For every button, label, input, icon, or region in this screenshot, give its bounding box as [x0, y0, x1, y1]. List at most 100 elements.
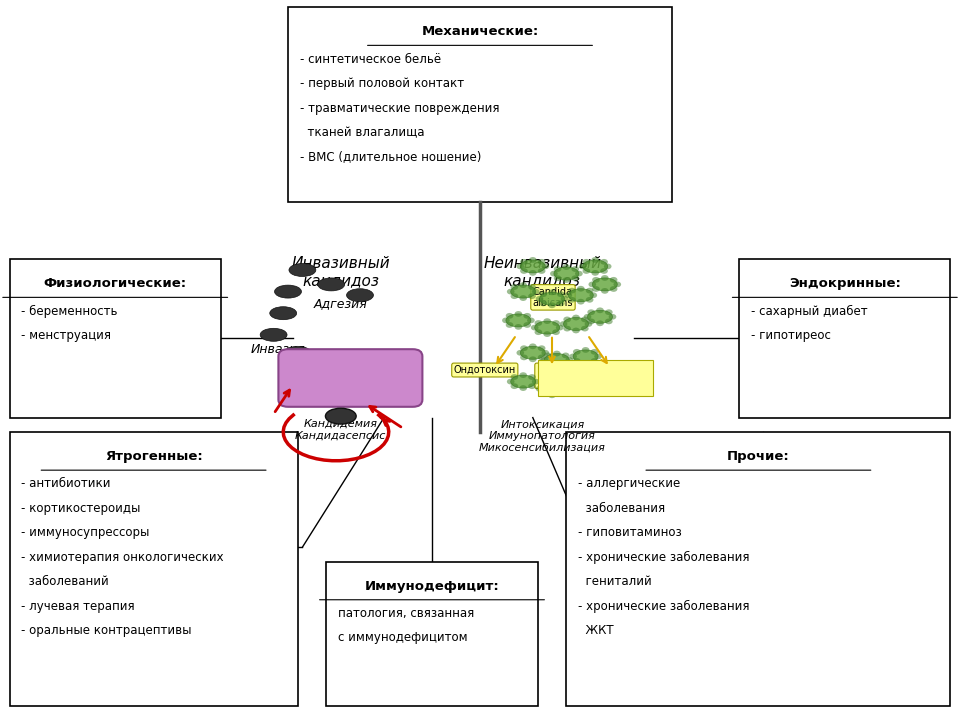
Circle shape — [531, 325, 539, 330]
Circle shape — [548, 379, 556, 385]
Circle shape — [563, 277, 570, 283]
Circle shape — [571, 275, 579, 281]
Text: - оральные контрацептивы: - оральные контрацептивы — [21, 624, 192, 637]
Ellipse shape — [573, 350, 598, 363]
Text: гениталий: гениталий — [578, 575, 652, 588]
Circle shape — [577, 376, 585, 382]
Circle shape — [519, 282, 527, 288]
Circle shape — [565, 357, 573, 363]
Circle shape — [528, 374, 536, 380]
Ellipse shape — [544, 354, 569, 366]
Circle shape — [519, 372, 527, 378]
Circle shape — [535, 320, 542, 326]
Ellipse shape — [535, 321, 560, 334]
Circle shape — [554, 275, 562, 281]
FancyBboxPatch shape — [10, 259, 221, 418]
Circle shape — [588, 318, 595, 324]
Circle shape — [528, 284, 536, 290]
Text: Ондотоксин: Ондотоксин — [454, 365, 516, 375]
Ellipse shape — [506, 314, 531, 327]
Circle shape — [528, 383, 536, 389]
Circle shape — [584, 314, 591, 320]
FancyBboxPatch shape — [326, 562, 538, 706]
Circle shape — [520, 268, 528, 274]
Circle shape — [541, 264, 549, 269]
Text: Неинвазивный
кандидоз: Неинвазивный кандидоз — [484, 256, 601, 288]
Circle shape — [557, 292, 564, 297]
Circle shape — [583, 268, 590, 274]
Circle shape — [577, 389, 585, 395]
Circle shape — [573, 349, 581, 355]
Text: Цилиндрический
эпителий: Цилиндрический эпителий — [537, 365, 625, 387]
Circle shape — [540, 292, 547, 297]
Circle shape — [562, 361, 569, 367]
Circle shape — [586, 288, 593, 294]
Text: Кандидемия
Кандидасепсис: Кандидемия Кандидасепсис — [295, 419, 387, 441]
Text: - менструация: - менструация — [21, 329, 111, 342]
Circle shape — [552, 320, 560, 326]
Circle shape — [554, 266, 562, 272]
Circle shape — [548, 302, 556, 308]
FancyBboxPatch shape — [278, 349, 422, 407]
Circle shape — [605, 318, 612, 324]
Ellipse shape — [294, 382, 321, 395]
Circle shape — [563, 264, 570, 270]
FancyBboxPatch shape — [739, 259, 950, 418]
Circle shape — [527, 318, 535, 323]
Text: Candida
albicans: Candida albicans — [533, 287, 573, 308]
Ellipse shape — [313, 354, 340, 366]
Circle shape — [538, 268, 545, 274]
Text: - синтетическое бельё: - синтетическое бельё — [300, 53, 441, 66]
Text: - антибиотики: - антибиотики — [21, 477, 110, 490]
Text: патология, связанная: патология, связанная — [338, 607, 474, 620]
Circle shape — [610, 277, 617, 283]
Ellipse shape — [568, 289, 593, 302]
Text: тканей влагалища: тканей влагалища — [300, 126, 424, 139]
Text: - лучевая терапия: - лучевая терапия — [21, 600, 134, 613]
Circle shape — [506, 322, 514, 328]
Circle shape — [552, 329, 560, 335]
Circle shape — [548, 392, 556, 398]
Circle shape — [564, 382, 572, 388]
Ellipse shape — [540, 292, 564, 305]
Ellipse shape — [520, 260, 545, 273]
Circle shape — [604, 264, 612, 269]
Circle shape — [586, 378, 593, 384]
Circle shape — [523, 313, 531, 319]
Circle shape — [581, 325, 588, 331]
Circle shape — [506, 313, 514, 319]
Text: Инвазия: Инвазия — [251, 343, 306, 356]
Circle shape — [511, 383, 518, 389]
Text: - первый половой контакт: - первый половой контакт — [300, 77, 464, 90]
Circle shape — [596, 307, 604, 313]
Text: Адгезия: Адгезия — [314, 297, 368, 310]
Ellipse shape — [520, 346, 545, 359]
Circle shape — [536, 386, 543, 392]
Circle shape — [600, 268, 608, 274]
Circle shape — [590, 349, 598, 355]
Circle shape — [561, 386, 568, 392]
Circle shape — [592, 277, 600, 283]
Text: - беременность: - беременность — [21, 305, 118, 318]
Circle shape — [588, 310, 595, 315]
Circle shape — [610, 286, 617, 292]
Circle shape — [529, 343, 537, 349]
Ellipse shape — [564, 318, 588, 330]
Text: Механические:: Механические: — [421, 25, 539, 38]
Circle shape — [592, 286, 600, 292]
Ellipse shape — [540, 382, 564, 395]
Circle shape — [582, 347, 589, 353]
Circle shape — [557, 390, 564, 396]
Circle shape — [523, 322, 531, 328]
Text: - гипотиреос: - гипотиреос — [751, 329, 830, 342]
Ellipse shape — [511, 375, 536, 388]
Circle shape — [544, 361, 552, 367]
Text: - хронические заболевания: - хронические заболевания — [578, 600, 750, 613]
Text: Физиологические:: Физиологические: — [43, 277, 187, 290]
Circle shape — [538, 259, 545, 265]
Circle shape — [529, 356, 537, 362]
Text: Инвазивный
кандидоз: Инвазивный кандидоз — [292, 256, 390, 288]
Circle shape — [529, 270, 537, 276]
Text: - кортикостероиды: - кортикостероиды — [21, 502, 140, 515]
Circle shape — [586, 387, 593, 392]
